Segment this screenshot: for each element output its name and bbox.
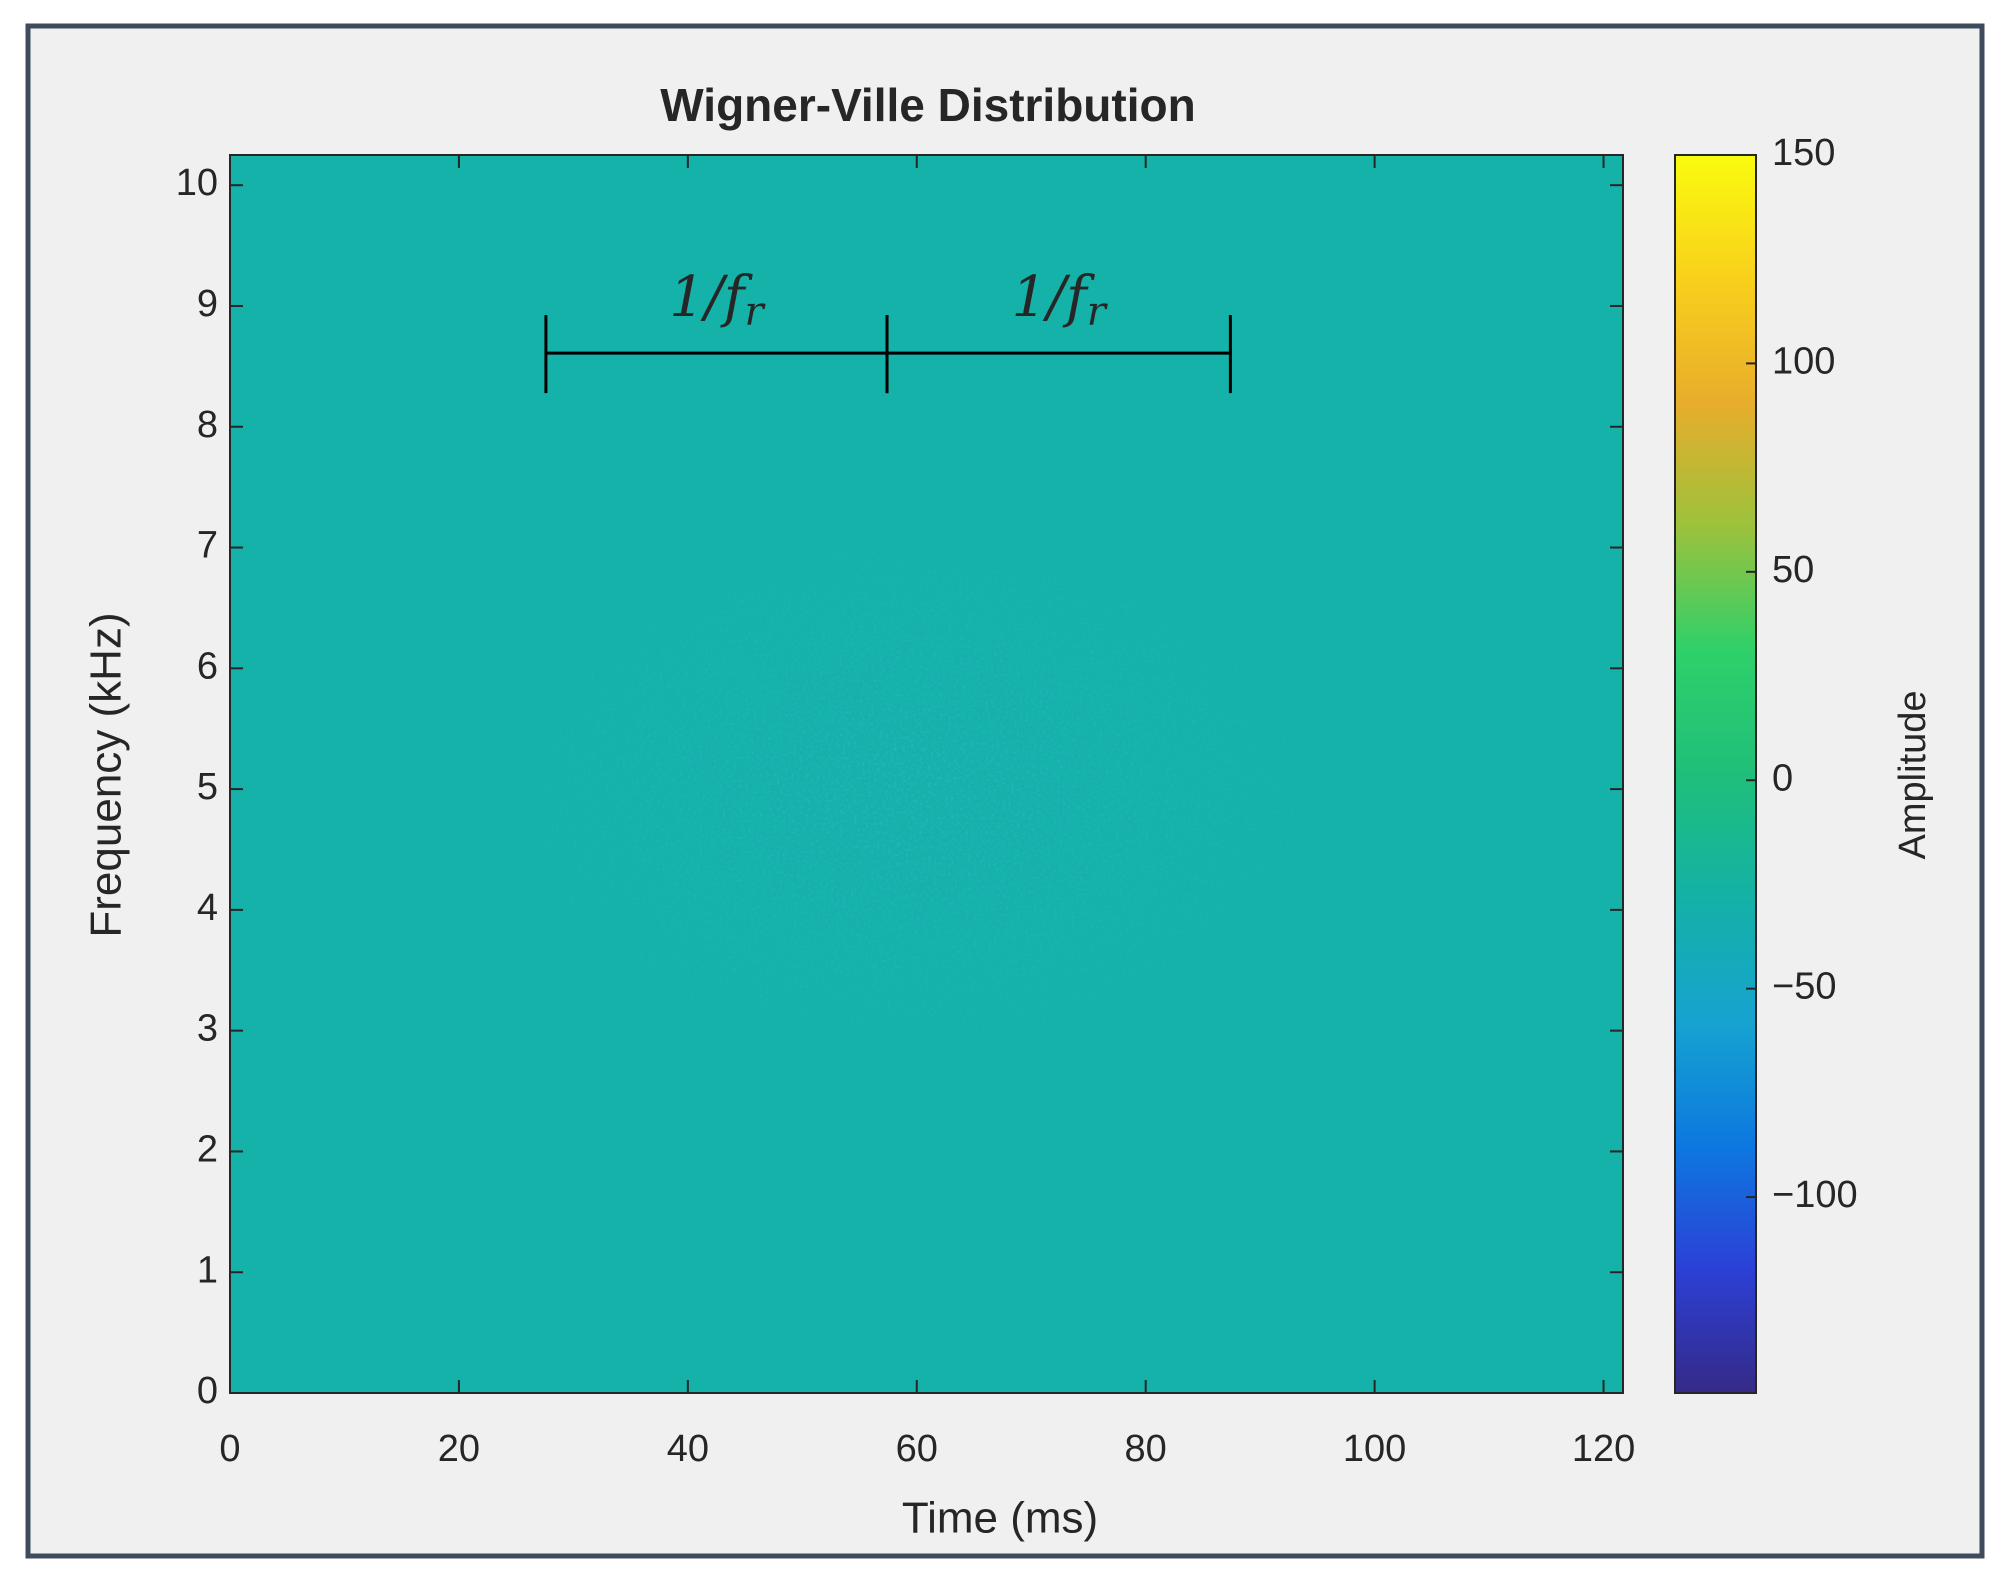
colorbar-tick-label: −100 — [1772, 1174, 1858, 1216]
x-tick-label: 40 — [667, 1428, 709, 1470]
y-tick-label: 3 — [197, 1008, 218, 1050]
heatmap-texture — [230, 155, 1623, 1393]
y-tick-label: 6 — [197, 645, 218, 687]
colorbar-tick-label: 150 — [1772, 132, 1835, 174]
y-tick-label: 4 — [197, 887, 218, 929]
annotation-subscript: r — [745, 289, 767, 335]
chart-title: Wigner-Ville Distribution — [660, 79, 1195, 131]
x-tick-label: 120 — [1572, 1428, 1635, 1470]
y-axis-label: Frequency (kHz) — [82, 612, 131, 937]
y-tick-label: 1 — [197, 1249, 218, 1291]
colorbar-tick-label: 0 — [1772, 757, 1793, 799]
colorbar-label: Amplitude — [1892, 691, 1934, 860]
y-tick-label: 8 — [197, 404, 218, 446]
annotation-subscript: r — [1087, 289, 1109, 335]
y-tick-label: 2 — [197, 1128, 218, 1170]
colorbar-tick-label: 100 — [1772, 340, 1835, 382]
annotation-text: 1/f — [1012, 265, 1096, 330]
x-tick-label: 80 — [1125, 1428, 1167, 1470]
colorbar-tick-label: −50 — [1772, 966, 1836, 1008]
x-tick-label: 20 — [438, 1428, 480, 1470]
x-axis-label: Time (ms) — [902, 1494, 1098, 1543]
x-tick-label: 60 — [896, 1428, 938, 1470]
y-tick-label: 0 — [197, 1370, 218, 1412]
y-tick-label: 9 — [197, 283, 218, 325]
colorbar-tick-label: 50 — [1772, 549, 1814, 591]
annotation: 1/fr — [1012, 265, 1109, 336]
plot-box — [229, 154, 1624, 1394]
x-tick-label: 100 — [1343, 1428, 1406, 1470]
annotation: 1/fr — [669, 265, 766, 336]
y-tick-label: 5 — [197, 766, 218, 808]
y-tick-label: 7 — [197, 525, 218, 567]
x-tick-label: 0 — [219, 1428, 240, 1470]
y-tick-label: 10 — [176, 162, 218, 204]
colorbar — [1674, 154, 1757, 1394]
annotation-text: 1/f — [669, 265, 753, 330]
